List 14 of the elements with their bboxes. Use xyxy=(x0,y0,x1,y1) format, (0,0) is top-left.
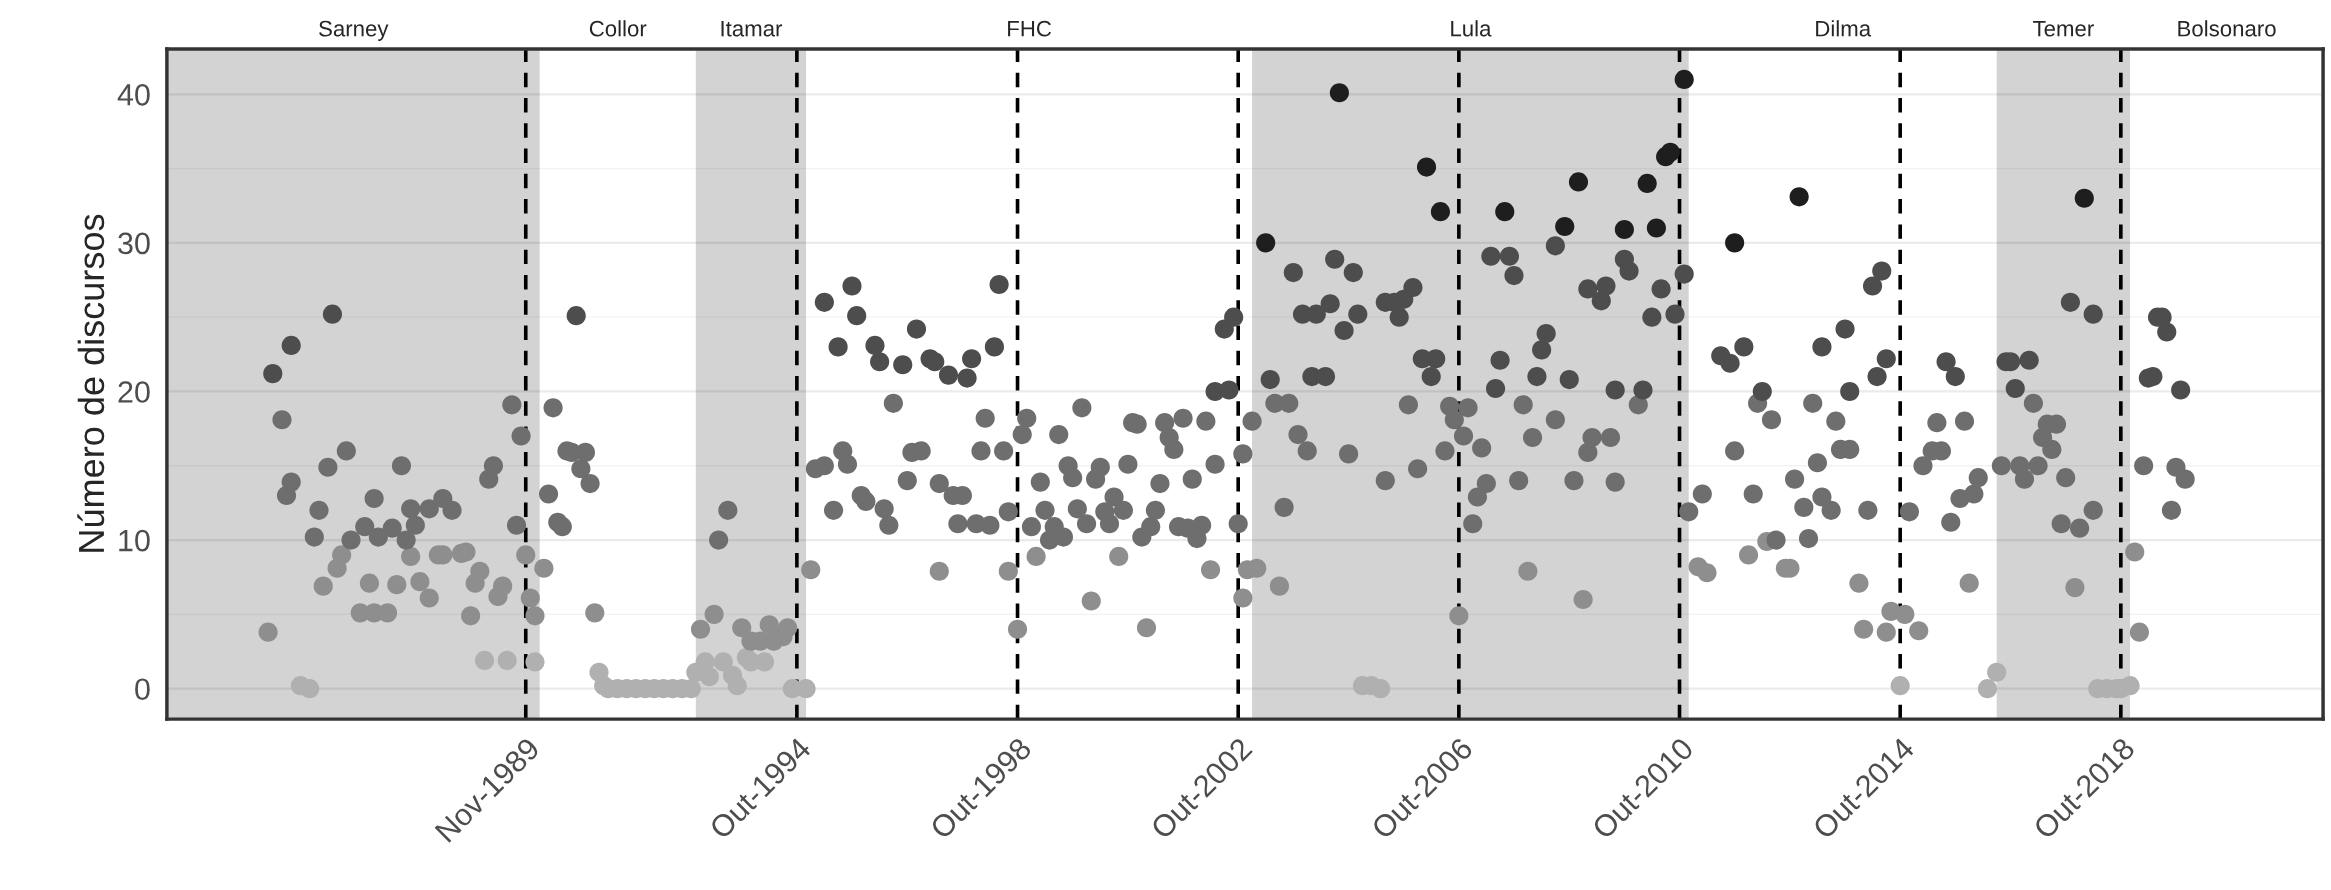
y-tick-label: 10 xyxy=(119,529,150,552)
y-tick-label: 40 xyxy=(117,84,150,106)
band-label: Itamar xyxy=(721,21,783,37)
band-label: Temer xyxy=(2033,21,2094,37)
band-label: Lula xyxy=(1451,20,1492,37)
band-label: Sarney xyxy=(319,20,389,41)
y-tick-label: 30 xyxy=(118,232,150,255)
y-axis-title: Número de discursos xyxy=(77,214,105,552)
text: Bolsonaro xyxy=(2178,20,2276,37)
y-tick-label: 20 xyxy=(118,381,150,403)
text: Collor xyxy=(589,20,647,37)
text: FHC xyxy=(1008,20,1052,37)
text: Dilma xyxy=(1816,20,1872,37)
y-tick-label: 0 xyxy=(135,678,150,701)
